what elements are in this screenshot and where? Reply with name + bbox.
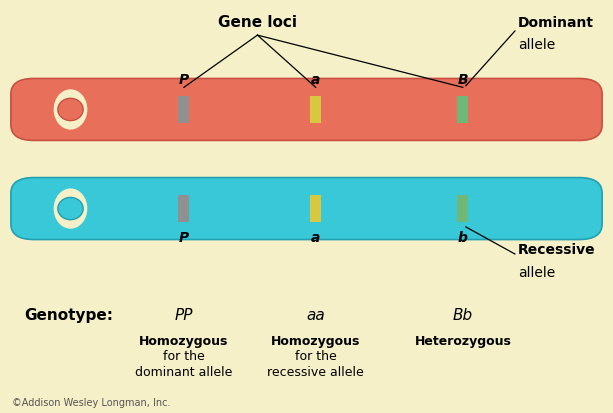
FancyBboxPatch shape <box>11 178 602 240</box>
Ellipse shape <box>54 89 88 130</box>
Ellipse shape <box>54 188 88 229</box>
Text: Dominant: Dominant <box>518 16 594 30</box>
Text: aa: aa <box>306 309 325 323</box>
Ellipse shape <box>58 98 83 121</box>
Text: Heterozygous: Heterozygous <box>414 335 511 347</box>
Text: P: P <box>179 73 189 87</box>
Text: b: b <box>458 231 468 245</box>
FancyBboxPatch shape <box>457 96 468 123</box>
Text: B: B <box>457 73 468 87</box>
Text: Gene loci: Gene loci <box>218 15 297 30</box>
Text: a: a <box>311 73 321 87</box>
Text: Genotype:: Genotype: <box>25 309 113 323</box>
Text: Recessive: Recessive <box>518 243 596 257</box>
Text: allele: allele <box>518 266 555 280</box>
FancyBboxPatch shape <box>310 195 321 222</box>
Text: recessive allele: recessive allele <box>267 366 364 379</box>
Text: for the: for the <box>163 350 205 363</box>
FancyBboxPatch shape <box>457 195 468 222</box>
Text: Bb: Bb <box>453 309 473 323</box>
Ellipse shape <box>58 197 83 220</box>
Text: ©Addison Wesley Longman, Inc.: ©Addison Wesley Longman, Inc. <box>12 398 171 408</box>
Text: a: a <box>311 231 321 245</box>
FancyBboxPatch shape <box>178 195 189 222</box>
Text: P: P <box>179 231 189 245</box>
Text: Homozygous: Homozygous <box>139 335 229 347</box>
FancyBboxPatch shape <box>11 78 602 140</box>
FancyBboxPatch shape <box>310 96 321 123</box>
Text: for the: for the <box>295 350 337 363</box>
FancyBboxPatch shape <box>178 96 189 123</box>
Text: dominant allele: dominant allele <box>135 366 232 379</box>
Text: PP: PP <box>175 309 193 323</box>
Text: allele: allele <box>518 38 555 52</box>
Text: Homozygous: Homozygous <box>271 335 360 347</box>
